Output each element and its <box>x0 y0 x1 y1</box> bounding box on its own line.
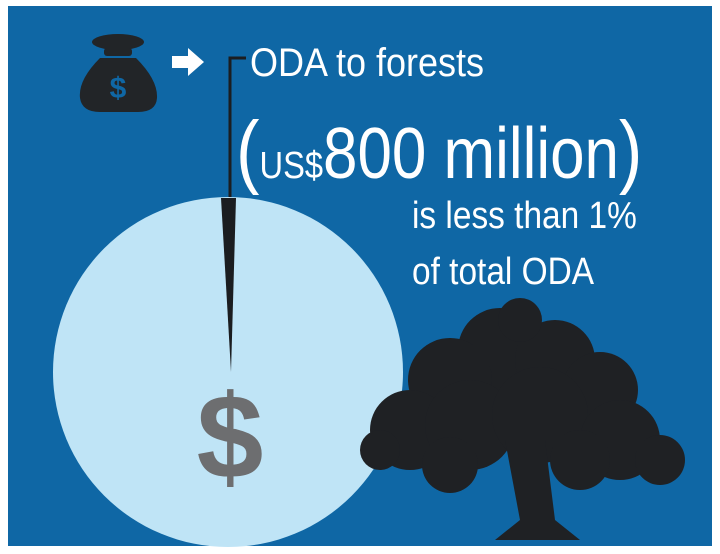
amount-figure: 800 million <box>323 114 619 194</box>
arrow <box>172 48 204 76</box>
amount-currency: US$ <box>259 144 323 187</box>
amount-line: (US$800 million) <box>236 105 642 196</box>
pointer-line <box>228 56 246 200</box>
pie-slice <box>221 198 236 372</box>
pie-circle <box>53 197 403 547</box>
bag-symbol: $ <box>110 72 127 105</box>
amount-open: ( <box>236 105 260 196</box>
headline: ODA to forests <box>250 41 484 85</box>
amount: (US$800 million) <box>236 105 642 196</box>
statement-line: is less than 1% <box>412 194 637 236</box>
statement-line: of total ODA <box>412 250 594 292</box>
money-bag-icon: $ <box>79 34 158 112</box>
circle-symbol: $ <box>197 370 264 504</box>
tree <box>360 298 685 540</box>
amount-close: ) <box>619 105 642 196</box>
